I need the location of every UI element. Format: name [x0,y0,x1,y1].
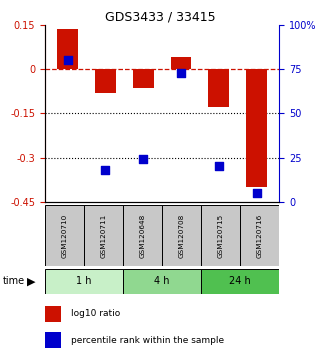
Text: GSM120716: GSM120716 [257,213,263,258]
Text: GSM120710: GSM120710 [61,213,67,258]
Text: time: time [3,276,25,286]
Bar [208,69,229,107]
Text: GSM120648: GSM120648 [140,213,146,258]
Bar [201,269,279,294]
Bar [133,69,154,88]
Bar [45,306,61,322]
Bar [170,57,191,69]
Text: 1 h: 1 h [76,276,92,286]
Bar [123,205,162,266]
Point [254,190,259,196]
Bar [45,205,84,266]
Bar [45,332,61,348]
Bar [45,269,123,294]
Text: 24 h: 24 h [229,276,251,286]
Text: GSM120711: GSM120711 [100,213,107,258]
Bar [240,205,279,266]
Bar [123,269,201,294]
Bar [84,205,123,266]
Point [141,156,146,162]
Point [103,167,108,173]
Text: log10 ratio: log10 ratio [71,309,120,318]
Text: GSM120715: GSM120715 [218,213,224,258]
Text: GSM120708: GSM120708 [178,213,185,258]
Point [216,164,221,169]
Bar [246,69,267,187]
Bar [57,29,78,69]
Text: ▶: ▶ [27,276,36,286]
Text: percentile rank within the sample: percentile rank within the sample [71,336,224,344]
Text: GDS3433 / 33415: GDS3433 / 33415 [105,11,216,24]
Point [65,57,70,63]
Point [178,70,184,75]
Bar [201,205,240,266]
Bar [162,205,201,266]
Bar [95,69,116,93]
Text: 4 h: 4 h [154,276,170,286]
